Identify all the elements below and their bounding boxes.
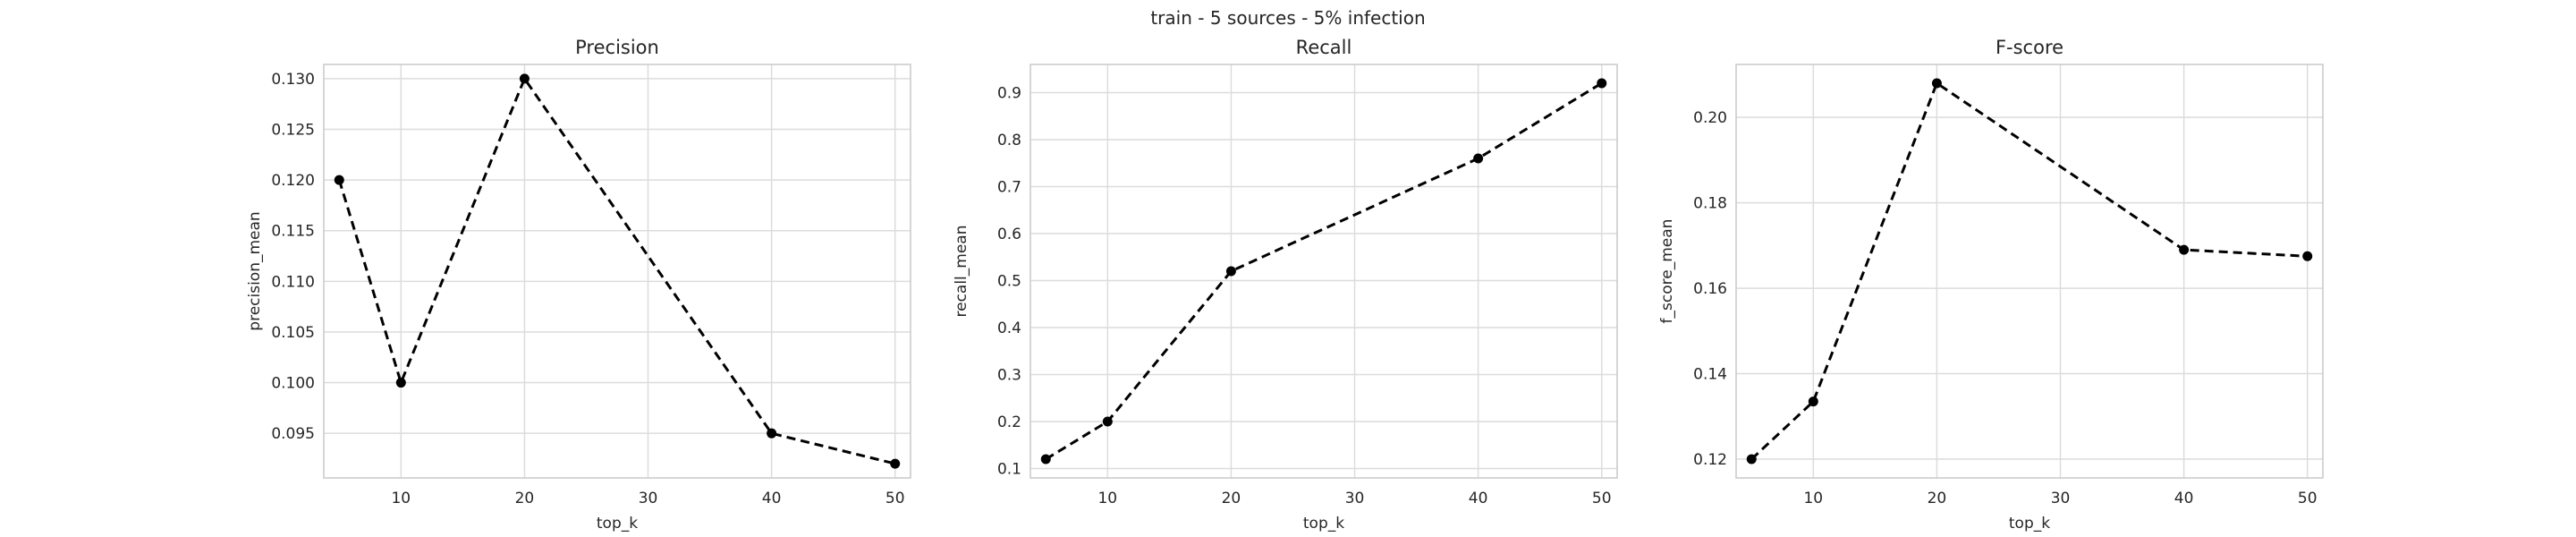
- axes-frame: [323, 64, 911, 479]
- y-tick-label: 0.5: [997, 273, 1021, 291]
- data-point: [519, 73, 530, 84]
- y-tick-label: 0.115: [271, 223, 315, 241]
- x-axis-label: top_k: [597, 515, 638, 533]
- x-tick-label: 10: [391, 490, 411, 507]
- data-point: [1102, 416, 1113, 427]
- x-tick-label: 20: [1222, 490, 1241, 507]
- y-axis-label: precision_mean: [246, 211, 264, 330]
- x-tick-label: 40: [2174, 490, 2194, 507]
- x-tick-label: 20: [1928, 490, 1947, 507]
- axes-frame: [1735, 64, 2324, 479]
- figure-suptitle: train - 5 sources - 5% infection: [1150, 7, 1425, 29]
- x-tick-label: 40: [762, 490, 782, 507]
- data-point: [334, 175, 344, 185]
- data-point: [1746, 454, 1757, 465]
- subplot-title: Precision: [575, 37, 659, 58]
- x-tick-label: 20: [515, 490, 535, 507]
- data-point: [1473, 153, 1484, 164]
- subplot-f-score: 10 20 30 40 50 0.12 0.14 0.16 0.18 0.20 F-score top…: [1658, 37, 2324, 533]
- data-point: [2302, 251, 2313, 261]
- x-tick-label: 50: [2298, 490, 2318, 507]
- subplot-title: Recall: [1296, 37, 1352, 58]
- subplot-precision: 10 20 30 40 50 0.095 0.100 0.105 0.110 0.115 0.120…: [246, 37, 911, 533]
- y-tick-label: 0.3: [997, 367, 1021, 385]
- x-tick-label: 50: [886, 490, 905, 507]
- y-tick-label: 0.9: [997, 85, 1021, 103]
- x-tick-label: 30: [2051, 490, 2071, 507]
- data-point: [1597, 78, 1607, 89]
- x-axis-label: top_k: [1303, 515, 1344, 533]
- x-tick-label: 10: [1097, 490, 1117, 507]
- x-tick-label: 50: [1592, 490, 1612, 507]
- data-point: [395, 378, 406, 388]
- data-point: [1808, 396, 1818, 407]
- series-line: [1750, 81, 2308, 461]
- y-tick-label: 0.2: [997, 413, 1021, 431]
- data-point: [1225, 266, 1236, 277]
- series-line: [337, 75, 896, 465]
- axes-frame: [1030, 64, 1618, 479]
- y-tick-label: 0.130: [271, 71, 315, 89]
- y-tick-label: 0.120: [271, 172, 315, 190]
- y-tick-label: 0.14: [1693, 366, 1727, 384]
- y-tick-label: 0.105: [271, 324, 315, 342]
- subplot-title: F-score: [1996, 37, 2063, 58]
- x-tick-label: 30: [639, 490, 658, 507]
- series-line: [1045, 81, 1603, 461]
- x-axis-label: top_k: [2009, 515, 2050, 533]
- x-tick-label: 30: [1345, 490, 1365, 507]
- y-tick-label: 0.7: [997, 179, 1021, 197]
- y-tick-label: 0.6: [997, 226, 1021, 243]
- y-tick-label: 0.125: [271, 121, 315, 139]
- y-tick-label: 0.4: [997, 320, 1021, 337]
- y-axis-label: recall_mean: [953, 226, 970, 318]
- y-tick-label: 0.18: [1693, 195, 1727, 213]
- data-point: [1040, 454, 1051, 465]
- y-tick-label: 0.100: [271, 375, 315, 393]
- y-axis-label: f_score_mean: [1658, 219, 1676, 324]
- y-tick-label: 0.16: [1693, 280, 1727, 298]
- y-tick-label: 0.095: [271, 425, 315, 443]
- data-point: [1931, 78, 1942, 89]
- y-tick-label: 0.110: [271, 273, 315, 291]
- y-tick-label: 0.8: [997, 132, 1021, 149]
- data-point: [2179, 244, 2190, 255]
- x-tick-label: 40: [1469, 490, 1488, 507]
- y-tick-label: 0.12: [1693, 451, 1727, 469]
- y-tick-label: 0.1: [997, 461, 1021, 479]
- data-point: [890, 458, 901, 469]
- x-tick-label: 10: [1803, 490, 1823, 507]
- subplot-recall: 10 20 30 40 50 0.1 0.2 0.3 0.4 0.5 0.6 0.7 0.8 0.9 Rec…: [953, 37, 1618, 533]
- data-point: [767, 428, 777, 439]
- y-tick-label: 0.20: [1693, 109, 1727, 127]
